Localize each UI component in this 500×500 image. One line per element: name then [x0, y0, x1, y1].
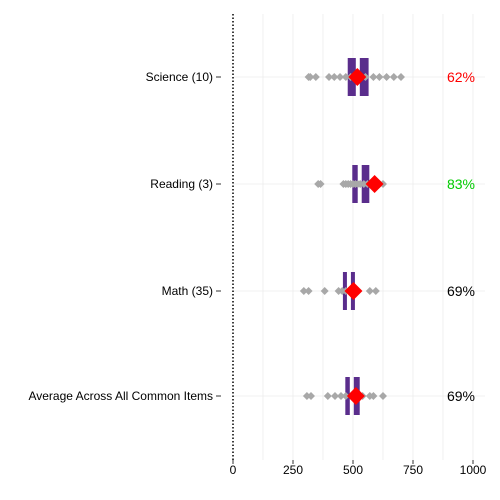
- data-point: [397, 73, 405, 81]
- category-label: Science (10): [146, 70, 213, 84]
- data-point: [390, 73, 398, 81]
- data-point: [324, 392, 332, 400]
- data-point: [372, 287, 380, 295]
- percent-label: 83%: [447, 176, 475, 192]
- data-point: [375, 73, 383, 81]
- x-tick-label: 1000: [460, 463, 487, 477]
- category-label: Average Across All Common Items: [28, 389, 213, 403]
- x-tick-label: 500: [343, 463, 363, 477]
- percent-label: 62%: [447, 69, 475, 85]
- data-point: [379, 392, 387, 400]
- highlight-point: [344, 282, 362, 300]
- data-point: [383, 73, 391, 81]
- data-point: [305, 287, 313, 295]
- percent-label: 69%: [447, 283, 475, 299]
- rows: Science (10) 62% Reading (3) 83% Math (35) 69…: [28, 58, 475, 415]
- x-tick-label: 0: [230, 463, 237, 477]
- data-point: [312, 73, 320, 81]
- data-point: [307, 392, 315, 400]
- category-label: Reading (3): [150, 177, 213, 191]
- data-point: [321, 287, 329, 295]
- x-tick-label: 250: [283, 463, 303, 477]
- category-label: Math (35): [162, 284, 213, 298]
- x-tick-label: 750: [403, 463, 423, 477]
- percent-label: 69%: [447, 388, 475, 404]
